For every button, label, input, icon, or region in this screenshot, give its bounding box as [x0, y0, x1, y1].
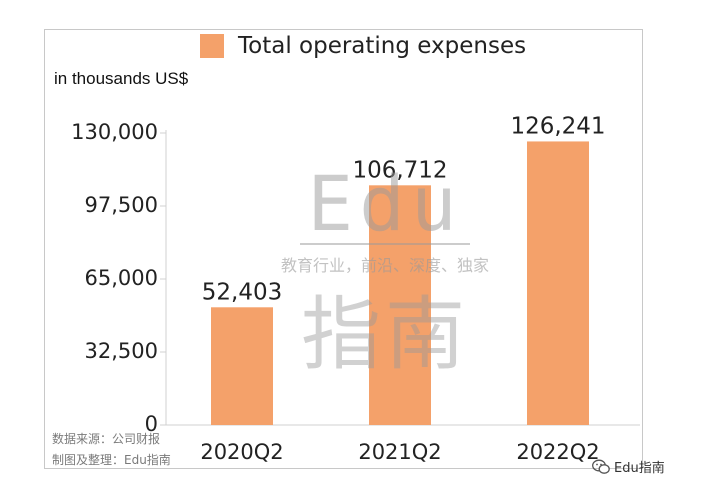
watermark-zhinan: 指南	[301, 288, 469, 381]
wechat-icon	[592, 459, 610, 474]
x-tick-label: 2021Q2	[358, 440, 441, 464]
data-label: 126,241	[510, 113, 605, 139]
data-label: 106,712	[352, 157, 447, 183]
units-label: in thousands US$	[54, 69, 189, 88]
y-tick-label: 130,000	[71, 120, 158, 144]
watermark-slogan: 教育行业，前沿、深度、独家	[281, 256, 489, 275]
data-source-text: 数据来源：公司财报	[52, 432, 161, 446]
legend: Total operating expenses	[200, 30, 526, 62]
bar-2022Q2	[527, 141, 589, 425]
x-tick-label: 2022Q2	[516, 440, 599, 464]
data-label: 52,403	[202, 279, 282, 305]
brand-label: Edu指南	[614, 461, 665, 476]
x-tick-label: 2020Q2	[200, 440, 283, 464]
y-tick-label: 0	[145, 412, 158, 436]
legend-swatch	[200, 34, 224, 58]
legend-label: Total operating expenses	[238, 33, 527, 59]
y-tick-label: 97,500	[85, 193, 158, 217]
watermark-edu: Edu	[307, 159, 462, 248]
brand-mark: Edu指南	[592, 457, 665, 476]
chart-credit-text: 制图及整理：Edu指南	[52, 453, 171, 467]
y-tick-label: 65,000	[85, 266, 158, 290]
y-tick-label: 32,500	[85, 339, 158, 363]
bar-2020Q2	[211, 307, 273, 425]
bar-2021Q2	[369, 185, 431, 425]
